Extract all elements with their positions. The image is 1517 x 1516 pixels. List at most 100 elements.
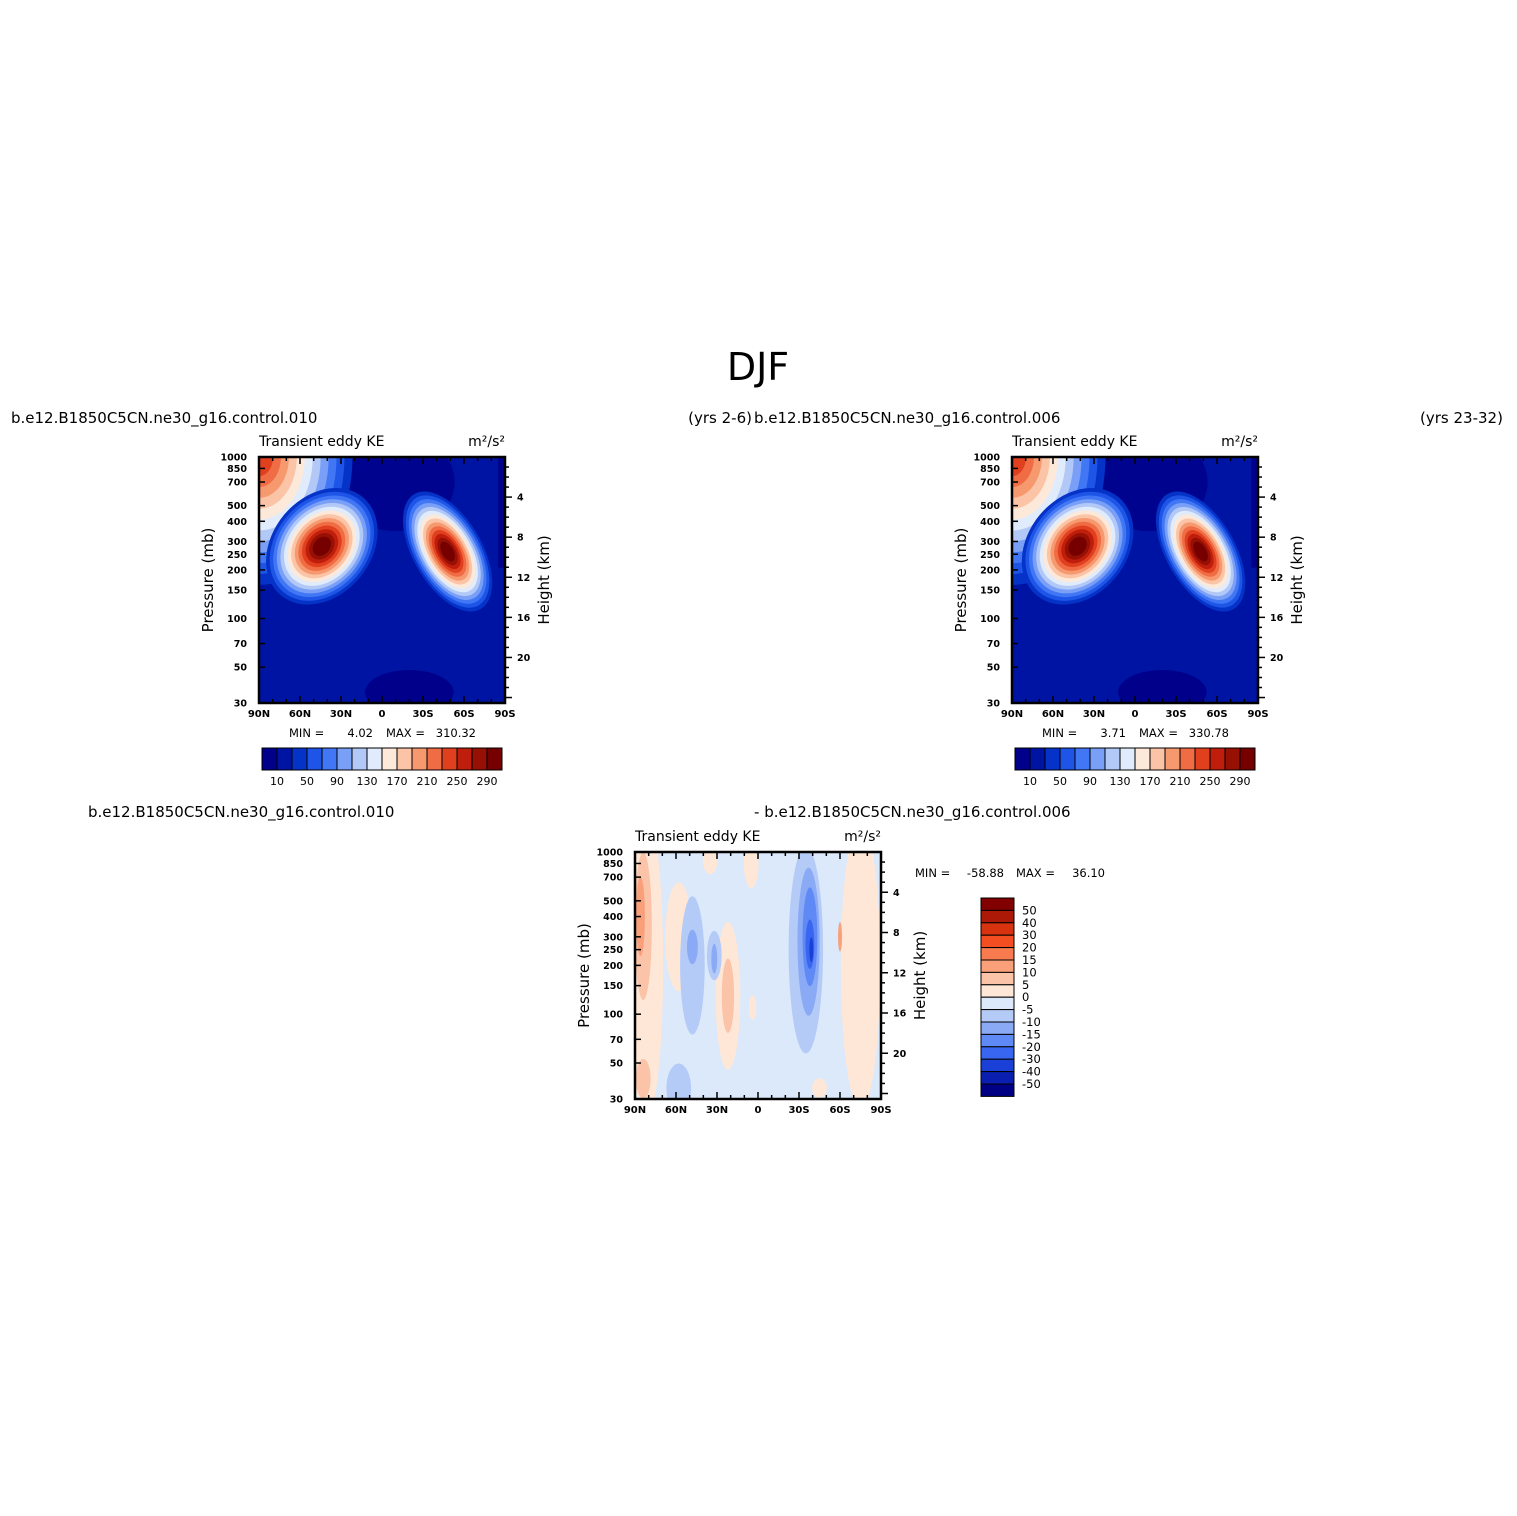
panel-d-colorbar-label: 40	[1022, 916, 1037, 930]
panel-a-ylabel: Pressure (mb)	[199, 528, 217, 633]
panel-d-colorbar-label: 15	[1022, 953, 1037, 967]
panel-b-min-value: 3.71	[1100, 726, 1126, 740]
panel-d-negative-contour	[666, 1063, 692, 1099]
panel-b-ztick-label: 4	[1270, 493, 1277, 504]
panel-d-positive-contour	[748, 995, 757, 1020]
panel-d-colorbar-box	[980, 996, 1015, 1011]
panel-a-colorbar-box	[321, 747, 338, 771]
case-b-title: b.e12.B1850C5CN.ne30_g16.control.006	[754, 409, 1060, 428]
panel-a-ztick-label: 8	[517, 533, 524, 544]
panel-a-max-label: MAX =	[386, 726, 425, 740]
panel-a-max-value: 310.32	[436, 726, 476, 740]
panel-a-ztick-label: 4	[517, 493, 524, 504]
panel-b-xtick-label: 90S	[1247, 709, 1268, 720]
panel-a-polar-minimum	[498, 457, 505, 568]
panel-d-ztick-label: 4	[893, 888, 900, 899]
panel-b-jet-contour	[1068, 536, 1087, 556]
case-a-years: (yrs 2-6)	[688, 409, 752, 427]
panel-d-ztick-label: 8	[893, 928, 900, 939]
panel-d-positive-contour	[635, 1058, 651, 1099]
panel-a-units: m²/s²	[468, 434, 505, 450]
panel-b-colorbar-label: 210	[1170, 775, 1191, 788]
panel-a-colorbar-box	[366, 747, 383, 771]
panel-b-colorbar-box	[1149, 747, 1166, 771]
panel-d-positive-contour	[721, 958, 735, 1033]
panel-b-colorbar-box	[1044, 747, 1061, 771]
panel-a-colorbar-box	[426, 747, 443, 771]
panel-b-zlabel: Height (km)	[1288, 535, 1306, 624]
panel-b-ztick-label: 16	[1270, 613, 1284, 624]
panel-a-ztick-label: 12	[517, 573, 530, 584]
panel-b-colorbar-box	[1164, 747, 1181, 771]
panel-case-b: Transient eddy KE m²/s² 90N 60N 30N 0 30S 60S 90…	[952, 434, 1306, 788]
panel-d-colorbar-label: 50	[1022, 903, 1037, 917]
panel-d-ytick-label: 150	[603, 981, 623, 992]
panel-d-colorbar-label: 5	[1022, 978, 1029, 992]
panel-difference: Transient eddy KE m²/s² 90N 60N 30N 0 30S 60S 90…	[575, 829, 1105, 1116]
panel-a-ytick-label: 500	[227, 501, 247, 512]
panel-b-ytick-label: 400	[980, 517, 1000, 528]
panel-b-ytick-label: 30	[987, 699, 1001, 710]
panel-a-min-label: MIN =	[289, 726, 324, 740]
panel-case-a: Transient eddy KE m²/s² 90N 60N 30N 0 30S 60S 90…	[199, 434, 553, 788]
panel-a-colorbar-box	[441, 747, 458, 771]
panel-d-xtick-label: 90N	[624, 1105, 646, 1116]
panel-d-min-label: MIN =	[915, 866, 950, 880]
panel-a-colorbar-box	[336, 747, 353, 771]
panel-b-ytick-label: 250	[980, 550, 1000, 561]
panel-b-ytick-label: 300	[980, 537, 1000, 548]
panel-a-ytick-label: 400	[227, 517, 247, 528]
panel-b-title: Transient eddy KE	[1011, 434, 1137, 450]
panel-b-ytick-label: 50	[987, 663, 1001, 674]
panel-d-colorbar-box	[980, 1046, 1015, 1060]
panel-a-colorbar-box	[381, 747, 398, 771]
panel-b-colorbar-label: 290	[1230, 775, 1251, 788]
panel-d-xtick-label: 60S	[829, 1105, 850, 1116]
panel-d-xtick-label: 30S	[788, 1105, 809, 1116]
panel-a-colorbar-box	[351, 747, 368, 771]
panel-d-ytick-label: 500	[603, 896, 623, 907]
panel-a-colorbar-box	[306, 747, 323, 771]
panel-a-ytick-label: 300	[227, 537, 247, 548]
panel-a-colorbar-label: 90	[330, 775, 344, 788]
diff-minus: -	[754, 803, 764, 821]
panel-b-colorbar-box	[1089, 747, 1106, 771]
panel-d-units: m²/s²	[844, 829, 881, 845]
panel-a-xtick-label: 30S	[412, 709, 433, 720]
panel-a-min-value: 4.02	[347, 726, 373, 740]
panel-a-ztick-label: 20	[517, 653, 531, 664]
panel-a-xtick-label: 60S	[453, 709, 474, 720]
panel-d-colorbar-box	[980, 934, 1015, 949]
panel-d-colorbar-box	[980, 922, 1015, 936]
panel-d-colorbar-box	[980, 971, 1015, 986]
panel-a-xtick-label: 60N	[289, 709, 311, 720]
panel-b-polar-minimum	[1251, 457, 1258, 568]
panel-a-colorbar-box	[411, 747, 428, 771]
panel-a-ytick-label: 70	[234, 639, 248, 650]
panel-d-colorbar-box	[980, 1021, 1015, 1035]
panel-a-jet-contour	[312, 536, 332, 556]
panel-a-ytick-label: 700	[227, 478, 247, 489]
panel-d-colorbar-box	[980, 909, 1015, 924]
panel-d-ytick-label: 70	[610, 1035, 624, 1046]
panel-d-colorbar-label: -5	[1022, 1003, 1033, 1017]
panel-b-polar-vortex-contour	[1012, 457, 1027, 477]
panel-b-max-value: 330.78	[1189, 726, 1229, 740]
panel-b-colorbar-box	[1059, 747, 1076, 771]
panel-a-ytick-label: 200	[227, 565, 247, 576]
panel-a-colorbar-box	[471, 747, 488, 771]
panel-d-colorbar-label: -15	[1022, 1027, 1041, 1041]
diff-case-a-title: b.e12.B1850C5CN.ne30_g16.control.010	[88, 803, 394, 822]
panel-d-colorbar-box	[980, 1071, 1015, 1085]
panel-b-xtick-label: 60N	[1042, 709, 1064, 720]
panel-d-negative-contour	[711, 943, 718, 974]
panel-a-colorbar-box	[396, 747, 413, 771]
panel-d-zlabel: Height (km)	[911, 931, 929, 1020]
panel-a-colorbar-box	[291, 747, 308, 771]
panel-d-ylabel: Pressure (mb)	[575, 923, 593, 1028]
panel-d-ytick-label: 1000	[597, 848, 624, 859]
panel-a-ztick-label: 16	[517, 613, 531, 624]
panel-b-min-label: MIN =	[1042, 726, 1077, 740]
panel-a-xtick-label: 90N	[248, 709, 270, 720]
